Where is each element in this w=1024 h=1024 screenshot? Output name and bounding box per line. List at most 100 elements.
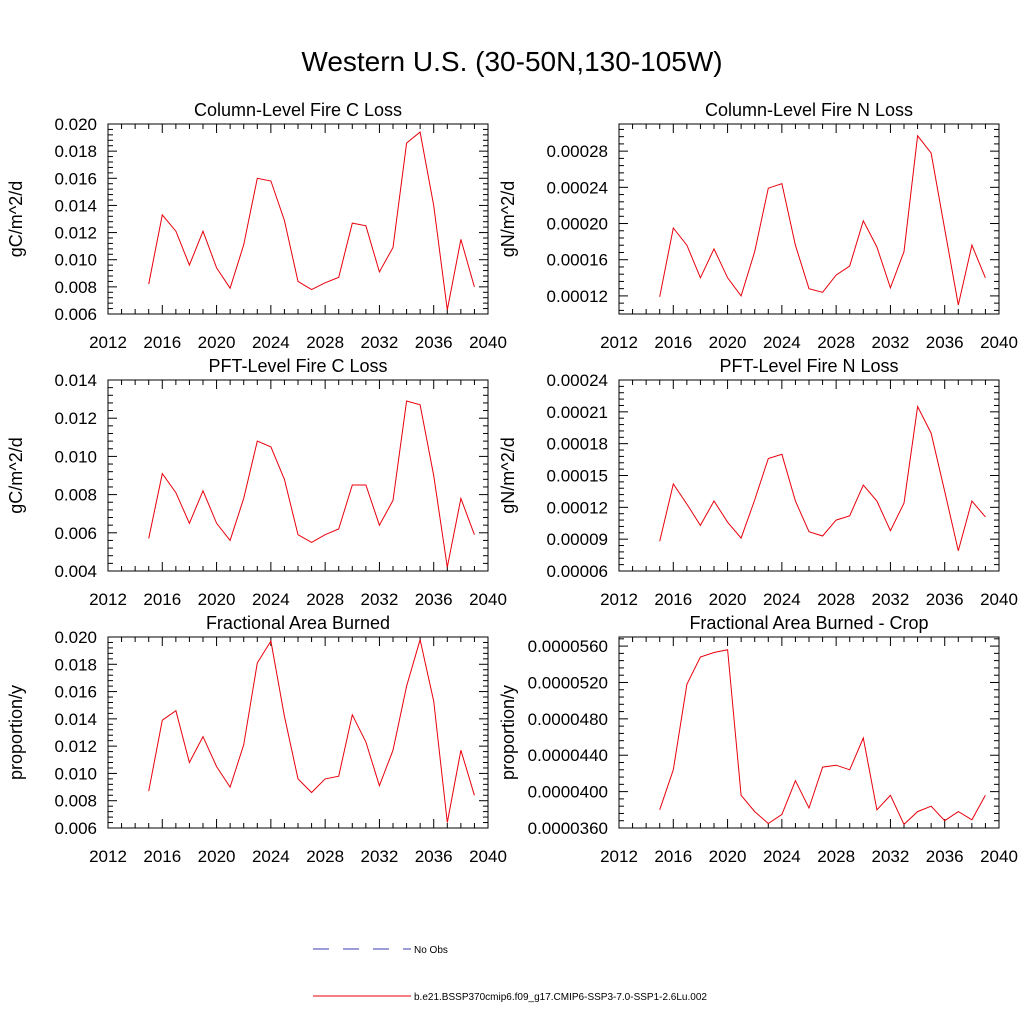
y-tick-label: 0.008	[54, 486, 97, 505]
chart-panel-6: Fractional Area Burned - Crop proportion/…	[498, 613, 1018, 866]
y-tick-label: 0.018	[54, 655, 97, 674]
x-tick-label: 2040	[980, 333, 1018, 352]
x-tick-label: 2028	[306, 590, 344, 609]
y-axis-label: gC/m^2/d	[6, 181, 26, 257]
x-tick-label: 2016	[654, 847, 692, 866]
y-tick-label: 0.0000360	[528, 819, 608, 838]
x-tick-label: 2020	[709, 847, 747, 866]
y-tick-label: 0.0000560	[528, 637, 608, 656]
y-tick-label: 0.0000400	[528, 783, 608, 802]
x-tick-label: 2024	[763, 590, 801, 609]
y-tick-label: 0.012	[54, 409, 97, 428]
y-tick-label: 0.006	[54, 305, 97, 324]
chart-panel-4: PFT-Level Fire N Loss gN/m^2/d 2012 2016 202…	[498, 356, 1018, 609]
plot-frame	[618, 123, 1000, 315]
x-tick-label: 2040	[980, 590, 1018, 609]
x-tick-label: 2032	[361, 590, 399, 609]
main-title: Western U.S. (30-50N,130-105W)	[301, 46, 723, 77]
y-tick-label: 0.020	[54, 115, 97, 134]
x-tick-label: 2016	[143, 590, 181, 609]
y-tick-label: 0.010	[54, 764, 97, 783]
x-tick-label: 2012	[89, 847, 127, 866]
y-tick-label: 0.014	[54, 710, 97, 729]
x-tick-label: 2020	[198, 847, 236, 866]
x-tick-label: 2028	[817, 333, 855, 352]
y-tick-label: 0.00028	[547, 142, 608, 161]
y-tick-label: 0.014	[54, 196, 97, 215]
plot-frame	[107, 123, 489, 315]
x-tick-label: 2012	[89, 590, 127, 609]
y-tick-label: 0.00024	[547, 178, 608, 197]
y-tick-label: 0.0000440	[528, 746, 608, 765]
x-tick-label: 2024	[252, 590, 290, 609]
x-tick-label: 2020	[709, 590, 747, 609]
x-tick-label: 2036	[415, 333, 453, 352]
series-line	[659, 649, 986, 826]
x-tick-label: 2016	[143, 847, 181, 866]
x-tick-label: 2012	[89, 333, 127, 352]
plot-frame	[618, 636, 1000, 829]
x-tick-label: 2032	[361, 333, 399, 352]
x-tick-label: 2028	[306, 847, 344, 866]
y-axis-label: gC/m^2/d	[6, 437, 26, 513]
y-tick-label: 0.00012	[547, 498, 608, 517]
y-tick-label: 0.010	[54, 251, 97, 270]
x-tick-label: 2032	[872, 847, 910, 866]
y-tick-label: 0.014	[54, 371, 97, 390]
x-tick-label: 2024	[763, 333, 801, 352]
y-tick-label: 0.00009	[547, 530, 608, 549]
panel-title: PFT-Level Fire C Loss	[208, 356, 387, 376]
y-tick-label: 0.0000520	[528, 673, 608, 692]
x-tick-label: 2012	[600, 333, 638, 352]
chart-panel-5: Fractional Area Burned proportion/y 2012 20…	[6, 613, 507, 866]
y-tick-label: 0.020	[54, 628, 97, 647]
legend-label-no-obs: No Obs	[414, 945, 448, 956]
y-tick-label: 0.0000480	[528, 710, 608, 729]
x-tick-label: 2036	[415, 590, 453, 609]
x-tick-label: 2020	[198, 590, 236, 609]
chart-panel-1: Column-Level Fire C Loss gC/m^2/d 2012 2016…	[6, 100, 507, 352]
x-tick-label: 2012	[600, 847, 638, 866]
x-tick-label: 2036	[926, 847, 964, 866]
x-tick-label: 2036	[926, 333, 964, 352]
x-tick-label: 2040	[469, 847, 507, 866]
x-tick-label: 2036	[415, 847, 453, 866]
x-tick-label: 2028	[306, 333, 344, 352]
x-tick-label: 2032	[872, 590, 910, 609]
panel-title: Fractional Area Burned	[206, 613, 390, 633]
x-tick-label: 2040	[980, 847, 1018, 866]
y-tick-label: 0.00015	[547, 467, 608, 486]
y-tick-label: 0.004	[54, 562, 97, 581]
panel-title: Column-Level Fire C Loss	[194, 100, 402, 120]
y-tick-label: 0.00012	[547, 287, 608, 306]
y-tick-label: 0.00006	[547, 562, 608, 581]
x-tick-label: 2024	[763, 847, 801, 866]
y-tick-label: 0.008	[54, 278, 97, 297]
y-axis-label: gN/m^2/d	[498, 181, 518, 257]
y-tick-label: 0.006	[54, 524, 97, 543]
y-tick-label: 0.006	[54, 819, 97, 838]
y-tick-label: 0.016	[54, 169, 97, 188]
series-line	[659, 404, 986, 551]
plot-frame	[618, 379, 1000, 572]
x-tick-label: 2024	[252, 847, 290, 866]
y-tick-label: 0.012	[54, 737, 97, 756]
series-line	[148, 639, 475, 823]
x-tick-label: 2040	[469, 333, 507, 352]
plot-frame	[107, 379, 489, 572]
x-tick-label: 2028	[817, 590, 855, 609]
legend-label-case: b.e21.BSSP370cmip6.f09_g17.CMIP6-SSP3-7.…	[414, 992, 707, 1003]
legend: No Obs b.e21.BSSP370cmip6.f09_g17.CMIP6-S…	[313, 945, 707, 1003]
y-tick-label: 0.00021	[547, 403, 608, 422]
x-tick-label: 2024	[252, 333, 290, 352]
y-tick-label: 0.016	[54, 683, 97, 702]
chart-panel-3: PFT-Level Fire C Loss gC/m^2/d 2012 2016 202…	[6, 356, 507, 609]
y-tick-label: 0.012	[54, 224, 97, 243]
x-tick-label: 2020	[198, 333, 236, 352]
panel-title: Fractional Area Burned - Crop	[689, 613, 928, 633]
series-line	[148, 400, 475, 568]
series-line	[659, 134, 986, 306]
x-tick-label: 2032	[872, 333, 910, 352]
y-tick-label: 0.008	[54, 792, 97, 811]
